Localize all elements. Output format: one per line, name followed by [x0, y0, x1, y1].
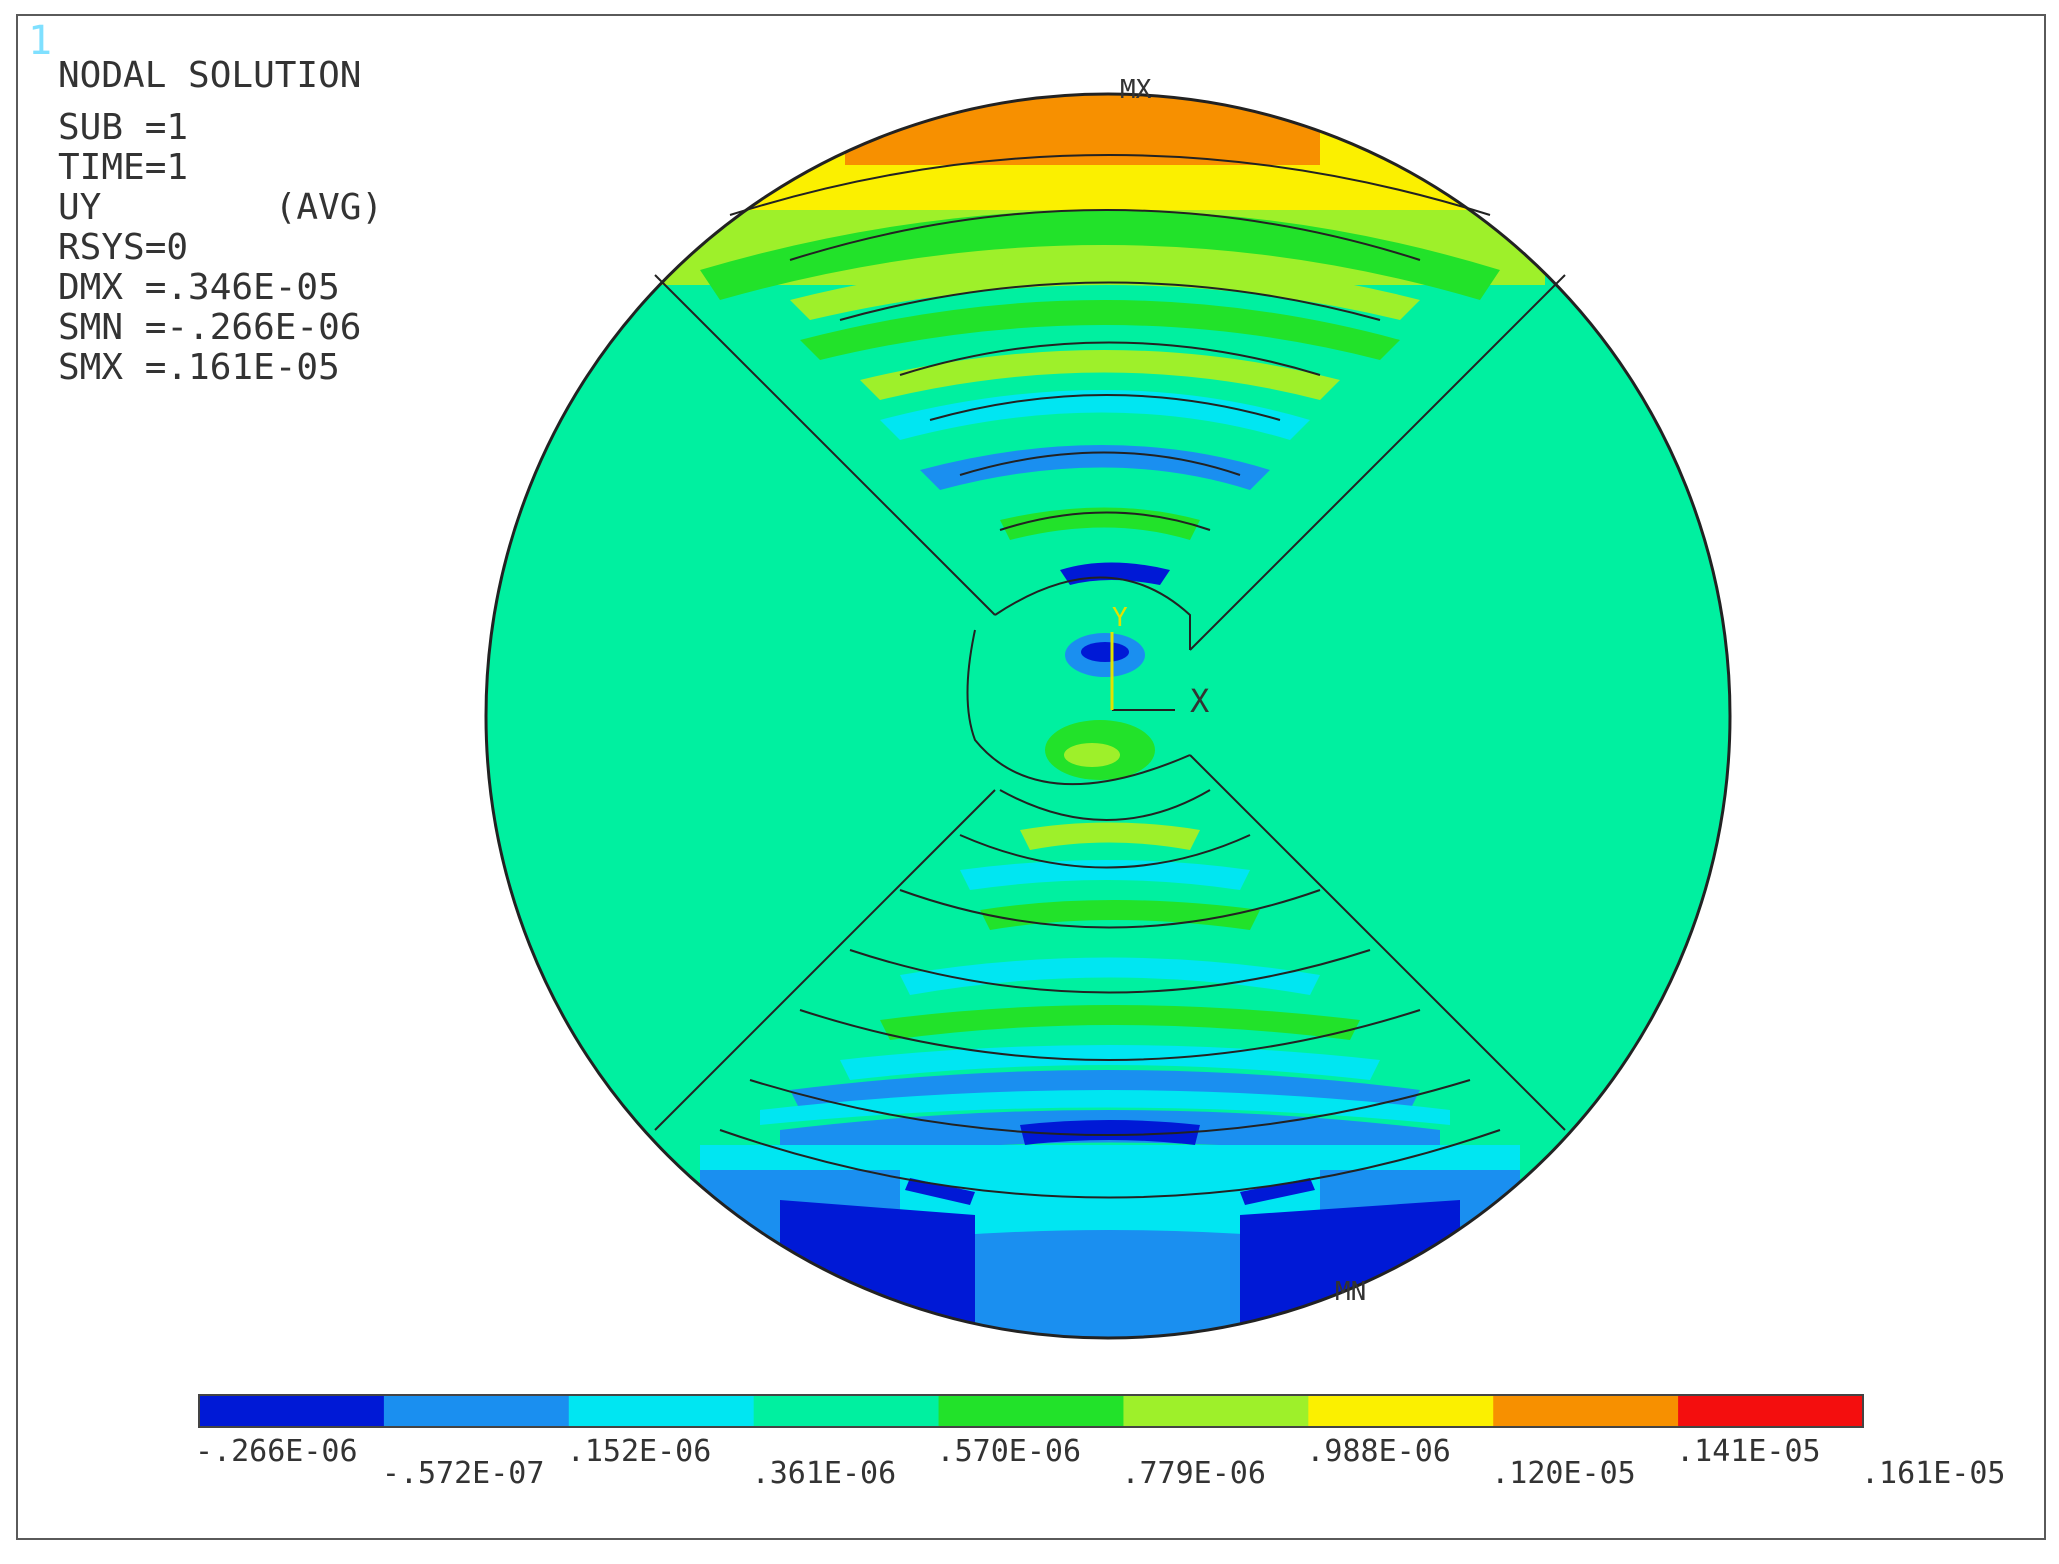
band-bot4-cyan	[900, 957, 1320, 995]
info-result-item: UY (AVG)	[58, 187, 384, 228]
arc-center-top	[994, 576, 1191, 650]
arc-top-5	[929, 394, 1281, 421]
legend-swatch	[1308, 1395, 1494, 1427]
legend-swatch	[753, 1395, 940, 1427]
band-bot8-cyan	[760, 1090, 1450, 1125]
legend-swatch	[199, 1395, 385, 1427]
center-darkblue	[1081, 642, 1129, 662]
info-smx: SMX =.161E-05	[58, 347, 340, 388]
legend-color-bar	[199, 1395, 1864, 1427]
band-bottom-cyan-mid	[900, 1160, 1320, 1240]
diag-top-left	[654, 274, 996, 616]
band-top-green	[700, 210, 1500, 300]
band-top-orange	[845, 94, 1320, 165]
legend-label: .570E-06	[936, 1434, 1082, 1469]
info-title: NODAL SOLUTION	[58, 55, 362, 96]
legend-label: -.572E-07	[381, 1456, 545, 1491]
arc-top-3	[839, 281, 1381, 321]
band-bot7-blue	[790, 1070, 1420, 1110]
mesh-lines	[654, 154, 1566, 1199]
info-rsys: RSYS=0	[58, 227, 189, 268]
band-top3-green	[800, 300, 1400, 360]
min-marker: MN	[1335, 1277, 1366, 1307]
window-number: 1	[28, 18, 53, 64]
band-top2-lightgreen	[790, 260, 1420, 320]
band-bot2-cyan	[960, 860, 1250, 890]
diag-bottom-right	[1189, 754, 1566, 1131]
arc-bot-5	[799, 1009, 1421, 1061]
arc-center-left	[966, 629, 1191, 786]
band-top4-lightgreen	[860, 350, 1340, 400]
band-bottom-cyan-edge	[700, 1145, 1520, 1170]
info-time: TIME=1	[58, 147, 189, 188]
arc-bot-2	[959, 834, 1251, 869]
arc-bot-3	[899, 889, 1321, 929]
band-bot1-lightgreen	[1020, 822, 1200, 850]
band-top8-darkblue	[1060, 562, 1170, 585]
band-top6-blue	[920, 445, 1270, 490]
legend-swatch	[1678, 1395, 1864, 1427]
arc-top-4	[899, 341, 1321, 376]
legend-swatch	[938, 1395, 1124, 1427]
axis-triad: X Y	[1110, 603, 1209, 720]
legend-swatch	[1123, 1395, 1309, 1427]
arc-bot-4	[849, 949, 1371, 994]
legend-swatch	[383, 1395, 570, 1427]
legend-label: .161E-05	[1861, 1456, 2006, 1491]
legend-swatch	[568, 1395, 755, 1427]
disk-outline	[484, 92, 1732, 1340]
info-smn: SMN =-.266E-06	[58, 307, 362, 348]
center-lightgreen	[1064, 743, 1120, 767]
legend-label: .120E-05	[1491, 1456, 1636, 1491]
info-dmx: DMX =.346E-05	[58, 267, 340, 308]
band-bottom-darkblue-left	[780, 1200, 975, 1338]
max-marker: MX	[1120, 75, 1152, 105]
axis-y-label: Y	[1112, 603, 1128, 633]
band-bot6-cyan	[840, 1045, 1380, 1080]
arc-top-2	[789, 209, 1421, 261]
band-bot10-darkblue	[1020, 1120, 1200, 1145]
legend-label: -.266E-06	[195, 1434, 358, 1469]
solution-info-block: NODAL SOLUTION SUB =1 TIME=1 UY (AVG) RS…	[58, 56, 383, 388]
legend-label: .779E-06	[1121, 1456, 1266, 1491]
legend-label: .361E-06	[751, 1456, 897, 1491]
band-bot5-green	[880, 1005, 1360, 1040]
legend-swatch	[1493, 1395, 1679, 1427]
band-bottom-darkblue-right	[1240, 1200, 1460, 1338]
arc-top-6	[959, 451, 1241, 476]
diag-top-right	[1189, 274, 1566, 651]
legend-label: .152E-06	[566, 1434, 712, 1469]
diag-bottom-left	[654, 789, 996, 1131]
disk-base	[486, 94, 1730, 1338]
arc-bot-1	[999, 789, 1211, 821]
band-bottom-darkblue-small-right	[1240, 1178, 1315, 1205]
arc-top-7	[999, 511, 1211, 531]
info-substep: SUB =1	[58, 107, 189, 148]
legend-bar-outline	[198, 1394, 1864, 1428]
legend-label: .141E-05	[1676, 1434, 1821, 1469]
band-bottom-darkblue-small-left	[905, 1178, 975, 1205]
arc-bot-6	[749, 1079, 1471, 1136]
arc-bot-7	[719, 1129, 1501, 1199]
axis-x-label: X	[1190, 682, 1209, 720]
legend-label: .988E-06	[1306, 1434, 1451, 1469]
arc-top-1	[729, 154, 1491, 216]
